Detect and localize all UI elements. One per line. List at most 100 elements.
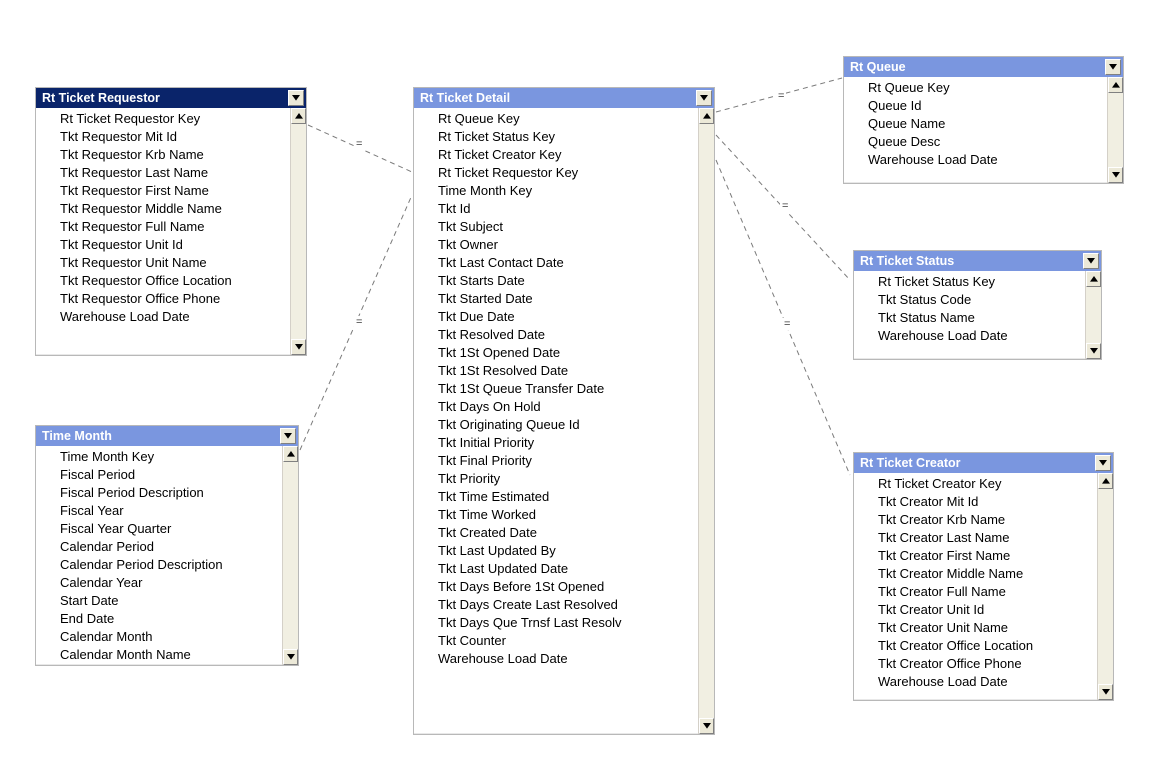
scroll-down-button[interactable] (699, 718, 714, 734)
field-item[interactable]: Rt Ticket Creator Key (878, 475, 1097, 493)
field-item[interactable]: Tkt Subject (438, 218, 698, 236)
dropdown-button[interactable] (1095, 455, 1111, 471)
field-item[interactable]: Fiscal Year Quarter (60, 520, 282, 538)
vertical-scrollbar[interactable] (1085, 271, 1101, 359)
field-item[interactable]: Queue Name (868, 115, 1107, 133)
field-item[interactable]: Rt Queue Key (438, 110, 698, 128)
scroll-up-button[interactable] (1098, 473, 1113, 489)
field-item[interactable]: Tkt Requestor Middle Name (60, 200, 290, 218)
scroll-down-button[interactable] (1098, 684, 1113, 700)
scroll-down-button[interactable] (1108, 167, 1123, 183)
field-item[interactable]: Tkt Creator Middle Name (878, 565, 1097, 583)
field-item[interactable]: Tkt Time Worked (438, 506, 698, 524)
table-header[interactable]: Rt Ticket Detail (414, 88, 714, 108)
scroll-track[interactable] (1108, 93, 1123, 167)
field-item[interactable]: Tkt Final Priority (438, 452, 698, 470)
field-item[interactable]: Calendar Period (60, 538, 282, 556)
field-item[interactable]: Tkt Owner (438, 236, 698, 254)
field-item[interactable]: Tkt Days Create Last Resolved (438, 596, 698, 614)
table-rt_ticket_detail[interactable]: Rt Ticket Detail Rt Queue KeyRt Ticket St… (413, 87, 715, 735)
scroll-track[interactable] (1098, 489, 1113, 684)
scroll-up-button[interactable] (1086, 271, 1101, 287)
field-item[interactable]: Fiscal Year (60, 502, 282, 520)
field-item[interactable]: Tkt Requestor Last Name (60, 164, 290, 182)
dropdown-button[interactable] (280, 428, 296, 444)
scroll-track[interactable] (699, 124, 714, 718)
field-item[interactable]: Tkt Creator Office Location (878, 637, 1097, 655)
field-item[interactable]: Tkt Last Updated By (438, 542, 698, 560)
field-item[interactable]: Warehouse Load Date (60, 308, 290, 326)
field-item[interactable]: Tkt Creator Last Name (878, 529, 1097, 547)
table-header[interactable]: Rt Ticket Status (854, 251, 1101, 271)
scroll-track[interactable] (283, 462, 298, 649)
field-item[interactable]: Tkt Days Before 1St Opened (438, 578, 698, 596)
field-item[interactable]: Tkt Last Updated Date (438, 560, 698, 578)
field-item[interactable]: Tkt Creator Unit Id (878, 601, 1097, 619)
dropdown-button[interactable] (1105, 59, 1121, 75)
dropdown-button[interactable] (1083, 253, 1099, 269)
field-item[interactable]: Time Month Key (60, 448, 282, 466)
field-item[interactable]: Rt Ticket Status Key (438, 128, 698, 146)
field-item[interactable]: Tkt Requestor Krb Name (60, 146, 290, 164)
field-item[interactable]: Warehouse Load Date (868, 151, 1107, 169)
field-item[interactable]: Calendar Period Description (60, 556, 282, 574)
field-item[interactable]: Start Date (60, 592, 282, 610)
field-item[interactable]: Tkt Requestor First Name (60, 182, 290, 200)
field-item[interactable]: Tkt Due Date (438, 308, 698, 326)
vertical-scrollbar[interactable] (290, 108, 306, 355)
field-item[interactable]: Tkt Created Date (438, 524, 698, 542)
table-rt_ticket_creator[interactable]: Rt Ticket Creator Rt Ticket Creator Key Tk… (853, 452, 1114, 701)
scroll-track[interactable] (291, 124, 306, 339)
table-rt_ticket_requestor[interactable]: Rt Ticket Requestor Rt Ticket Requestor K… (35, 87, 307, 356)
field-item[interactable]: Tkt Creator First Name (878, 547, 1097, 565)
field-item[interactable]: Fiscal Period (60, 466, 282, 484)
table-header[interactable]: Rt Queue (844, 57, 1123, 77)
field-item[interactable]: Tkt Requestor Unit Name (60, 254, 290, 272)
vertical-scrollbar[interactable] (1107, 77, 1123, 183)
dropdown-button[interactable] (696, 90, 712, 106)
field-item[interactable]: Queue Desc (868, 133, 1107, 151)
vertical-scrollbar[interactable] (282, 446, 298, 665)
vertical-scrollbar[interactable] (698, 108, 714, 734)
field-item[interactable]: Rt Ticket Requestor Key (438, 164, 698, 182)
field-item[interactable]: Tkt Creator Krb Name (878, 511, 1097, 529)
scroll-track[interactable] (1086, 287, 1101, 343)
field-item[interactable]: Tkt Requestor Full Name (60, 218, 290, 236)
table-time_month[interactable]: Time MonthTime Month KeyFiscal PeriodFis… (35, 425, 299, 666)
field-item[interactable]: Fiscal Period Description (60, 484, 282, 502)
field-item[interactable]: Tkt Resolved Date (438, 326, 698, 344)
field-item[interactable]: Warehouse Load Date (438, 650, 698, 668)
table-rt_queue[interactable]: Rt Queue Rt Queue KeyQueue IdQueue NameQu… (843, 56, 1124, 184)
field-item[interactable]: Tkt Requestor Office Location (60, 272, 290, 290)
field-item[interactable]: Calendar Month Name (60, 646, 282, 664)
scroll-up-button[interactable] (1108, 77, 1123, 93)
scroll-up-button[interactable] (291, 108, 306, 124)
field-item[interactable]: Calendar Year (60, 574, 282, 592)
field-item[interactable]: Tkt Creator Unit Name (878, 619, 1097, 637)
field-item[interactable]: Warehouse Load Date (878, 673, 1097, 691)
field-item[interactable]: Tkt Id (438, 200, 698, 218)
scroll-down-button[interactable] (291, 339, 306, 355)
vertical-scrollbar[interactable] (1097, 473, 1113, 700)
field-item[interactable]: Tkt 1St Resolved Date (438, 362, 698, 380)
field-item[interactable]: Tkt Priority (438, 470, 698, 488)
field-item[interactable]: Rt Ticket Requestor Key (60, 110, 290, 128)
field-item[interactable]: Tkt Creator Office Phone (878, 655, 1097, 673)
field-item[interactable]: Tkt Counter (438, 632, 698, 650)
field-item[interactable]: Queue Id (868, 97, 1107, 115)
field-item[interactable]: Tkt Requestor Mit Id (60, 128, 290, 146)
field-item[interactable]: Rt Queue Key (868, 79, 1107, 97)
scroll-up-button[interactable] (699, 108, 714, 124)
field-item[interactable]: Tkt Status Name (878, 309, 1085, 327)
table-header[interactable]: Rt Ticket Creator (854, 453, 1113, 473)
table-rt_ticket_status[interactable]: Rt Ticket StatusRt Ticket Status KeyTkt … (853, 250, 1102, 360)
field-item[interactable]: Tkt 1St Opened Date (438, 344, 698, 362)
field-item[interactable]: Tkt Creator Full Name (878, 583, 1097, 601)
field-item[interactable]: Rt Ticket Creator Key (438, 146, 698, 164)
field-item[interactable]: Calendar Month (60, 628, 282, 646)
field-item[interactable]: Tkt Days Que Trnsf Last Resolv (438, 614, 698, 632)
field-item[interactable]: Tkt Originating Queue Id (438, 416, 698, 434)
table-header[interactable]: Rt Ticket Requestor (36, 88, 306, 108)
field-item[interactable]: Tkt Days On Hold (438, 398, 698, 416)
field-item[interactable]: Tkt Status Code (878, 291, 1085, 309)
